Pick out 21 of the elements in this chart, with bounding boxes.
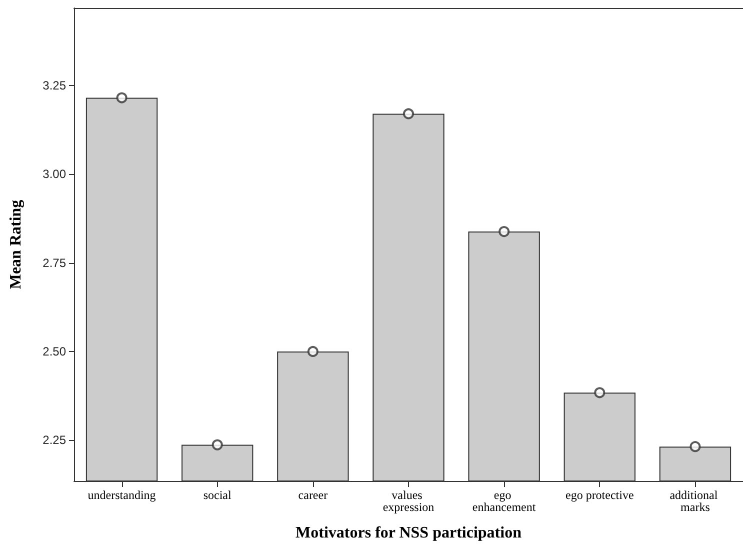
x-axis-title: Motivators for NSS participation (296, 524, 522, 542)
y-tick-label: 2.75 (42, 256, 66, 270)
point (498, 226, 510, 238)
x-tick-label: values expression (382, 488, 434, 514)
x-tick-label: understanding (88, 488, 156, 502)
point (690, 441, 701, 452)
y-tick-label: 3.00 (42, 167, 66, 182)
y-tick-label: 3.25 (42, 78, 66, 92)
point (403, 108, 414, 120)
point (307, 346, 318, 357)
y-axis-title: Mean Rating (8, 200, 24, 290)
x-tick-label: social (203, 488, 232, 502)
point (594, 387, 606, 398)
x-tick-label: ego protective (565, 488, 634, 502)
y-tick-label: 2.25 (42, 433, 66, 448)
x-tick-label: ego enhancement (472, 488, 536, 514)
x-tick-label: additional marks (670, 488, 721, 514)
y-tick-label: 2.50 (42, 344, 66, 358)
point (116, 92, 128, 104)
point (212, 439, 223, 450)
x-tick-label: career (298, 488, 328, 502)
